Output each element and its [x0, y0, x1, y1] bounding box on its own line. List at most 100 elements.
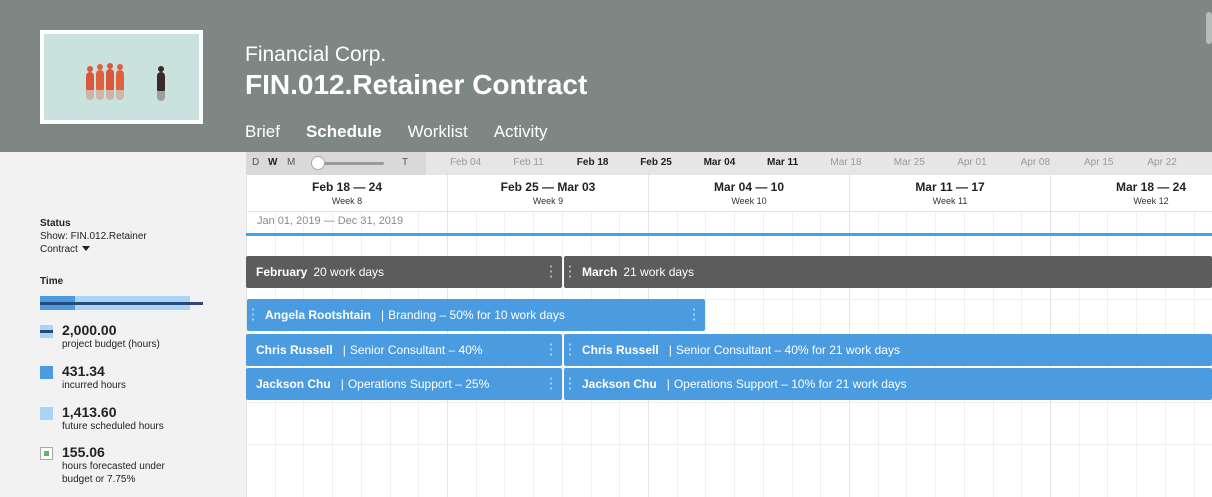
- month-work-days: 20 work days: [313, 265, 385, 279]
- incurred-swatch-icon: [40, 366, 53, 379]
- time-usage-bar: [40, 296, 203, 310]
- scrollbar[interactable]: [1206, 12, 1212, 44]
- assignee-name: Angela Rootshtain: [265, 308, 372, 322]
- week-number: Week 8: [331, 196, 363, 206]
- budget-hours-value: 2,000.00: [62, 322, 117, 338]
- week-number: Week 9: [532, 196, 564, 206]
- tab-schedule[interactable]: Schedule: [305, 122, 382, 141]
- assignee-name: Chris Russell: [582, 343, 659, 357]
- drag-handle-icon[interactable]: [550, 376, 552, 392]
- drag-handle-icon[interactable]: [252, 307, 254, 323]
- week-strip-label[interactable]: Feb 18: [576, 157, 609, 168]
- week-date-range: Mar 11 — 17: [915, 180, 985, 194]
- assignment-detail: Operations Support – 25%: [347, 377, 490, 391]
- project-tabs: Brief Schedule Worklist Activity: [245, 122, 548, 142]
- forecast-hours-text: hours forecasted under budget or 7.75%: [62, 461, 165, 485]
- future-hours-value: 1,413.60: [62, 404, 117, 420]
- assignment-bar[interactable]: Chris Russell | Senior Consultant – 40%: [246, 334, 562, 366]
- status-filter[interactable]: Show: FIN.012.Retainer Contract: [40, 230, 170, 256]
- grid-line: [562, 212, 563, 497]
- week-strip-label[interactable]: Mar 11: [767, 157, 799, 168]
- week-strip: Feb 04 Feb 11 Feb 18 Feb 25 Mar 04 Mar 11 Mar …: [426, 152, 1212, 175]
- project-title: FIN.012.Retainer Contract: [245, 69, 588, 100]
- drag-handle-icon[interactable]: [569, 264, 571, 280]
- week-strip-label[interactable]: Feb 25: [640, 157, 672, 168]
- budget-hours-line: [40, 302, 203, 305]
- status-filter-value: Show: FIN.012.Retainer Contract: [40, 231, 147, 255]
- drag-handle-icon[interactable]: [693, 307, 695, 323]
- month-name: March: [582, 265, 618, 279]
- week-strip-label[interactable]: Feb 04: [450, 157, 482, 168]
- status-label: Status: [40, 218, 71, 229]
- drag-handle-icon[interactable]: [569, 342, 571, 358]
- zoom-control: D W M T: [246, 152, 426, 175]
- forecast-swatch-icon: [40, 447, 53, 460]
- month-work-days: 21 work days: [623, 265, 695, 279]
- assignment-bar[interactable]: Chris Russell | Senior Consultant – 40% fo…: [564, 334, 1212, 366]
- week-number: Week 12: [1133, 196, 1169, 206]
- week-headers: Feb 18 — 24 Week 8 Feb 25 — Mar 03 Week 9 Ma…: [246, 175, 1212, 212]
- tab-activity[interactable]: Activity: [493, 122, 548, 141]
- zoom-slider-handle[interactable]: [311, 156, 325, 170]
- week-strip-label[interactable]: Mar 18: [830, 157, 862, 168]
- budget-swatch-icon: [40, 325, 53, 338]
- grid-row-line: [246, 444, 1212, 445]
- zoom-slider-track[interactable]: [312, 162, 384, 165]
- month-bar-march[interactable]: March 21 work days: [564, 256, 1212, 288]
- week-strip-label[interactable]: Apr 08: [1020, 157, 1051, 168]
- week-column-header: Feb 25 — Mar 03 Week 9: [447, 175, 648, 212]
- zoom-month-button[interactable]: M: [287, 157, 296, 168]
- week-strip-label[interactable]: Apr 15: [1084, 157, 1114, 168]
- week-column-header: Feb 18 — 24 Week 8: [246, 175, 447, 212]
- tab-brief[interactable]: Brief: [245, 122, 280, 141]
- assignment-bar[interactable]: Angela Rootshtain | Branding – 50% for 10 …: [247, 299, 705, 331]
- month-name: February: [256, 265, 308, 279]
- pawns-image: [44, 34, 199, 120]
- week-column-header: Mar 04 — 10 Week 10: [648, 175, 849, 212]
- week-strip-label[interactable]: Feb 11: [513, 157, 544, 168]
- drag-handle-icon[interactable]: [550, 264, 552, 280]
- budget-hours-text: project budget (hours): [62, 339, 160, 350]
- grid-row-line: [246, 402, 1212, 403]
- assignment-bar[interactable]: Jackson Chu | Operations Support – 10% for…: [564, 368, 1212, 400]
- caret-down-icon: [81, 246, 90, 251]
- week-strip-label[interactable]: Mar 25: [893, 157, 925, 168]
- week-date-range: Feb 18 — 24: [311, 180, 383, 194]
- assignee-name: Jackson Chu: [582, 377, 657, 391]
- future-swatch-icon: [40, 407, 53, 420]
- assignment-bar[interactable]: Jackson Chu | Operations Support – 25%: [246, 368, 562, 400]
- zoom-week-button[interactable]: W: [268, 157, 278, 168]
- project-date-range: Jan 01, 2019 — Dec 31, 2019: [257, 215, 404, 227]
- project-progress-line: [246, 233, 1212, 236]
- week-column-header: Mar 18 — 24 Week 12: [1050, 175, 1212, 212]
- week-date-range: Mar 18 — 24: [1115, 180, 1187, 194]
- week-number: Week 10: [731, 196, 767, 206]
- week-date-range: Feb 25 — Mar 03: [500, 180, 596, 194]
- client-name: Financial Corp.: [245, 43, 387, 66]
- drag-handle-icon[interactable]: [550, 342, 552, 358]
- zoom-timeline-button[interactable]: T: [402, 157, 409, 168]
- assignee-name: Jackson Chu: [256, 377, 331, 391]
- assignment-detail: Senior Consultant – 40% for 21 work days: [675, 343, 900, 357]
- week-strip-label[interactable]: Apr 22: [1147, 157, 1177, 168]
- drag-handle-icon[interactable]: [569, 376, 571, 392]
- future-hours-text: future scheduled hours: [62, 421, 164, 432]
- assignment-detail: Branding – 50% for 10 work days: [388, 308, 565, 322]
- week-strip-label[interactable]: Apr 01: [957, 157, 987, 168]
- forecast-hours-value: 155.06: [62, 444, 105, 460]
- week-strip-label[interactable]: Mar 04: [703, 157, 736, 168]
- week-column-header: Mar 11 — 17 Week 11: [849, 175, 1050, 212]
- sidebar: [0, 152, 246, 497]
- assignment-detail: Operations Support – 10% for 21 work day…: [673, 377, 907, 391]
- incurred-hours-text: incurred hours: [62, 380, 126, 391]
- week-number: Week 11: [932, 196, 968, 206]
- assignment-detail: Senior Consultant – 40%: [349, 343, 483, 357]
- week-date-range: Mar 04 — 10: [713, 180, 785, 194]
- incurred-hours-value: 431.34: [62, 363, 105, 379]
- zoom-day-button[interactable]: D: [252, 157, 260, 168]
- assignee-name: Chris Russell: [256, 343, 333, 357]
- project-thumbnail: [40, 30, 203, 124]
- tab-worklist[interactable]: Worklist: [407, 122, 468, 141]
- month-bar-february[interactable]: February 20 work days: [246, 256, 562, 288]
- time-label: Time: [40, 276, 64, 287]
